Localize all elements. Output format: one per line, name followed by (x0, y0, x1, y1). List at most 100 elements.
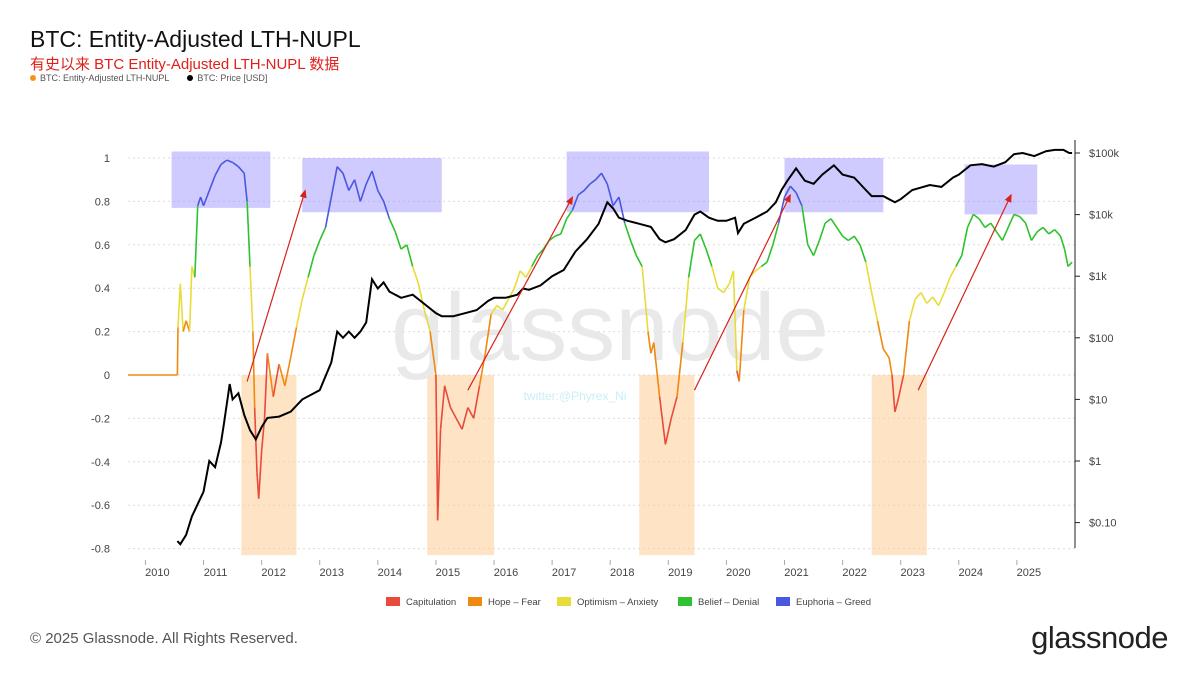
nupl-segment (1063, 248, 1069, 267)
euphoria-zone-box (964, 164, 1038, 215)
nupl-segment (937, 292, 946, 306)
nupl-segment (246, 201, 251, 267)
nupl-segment (394, 231, 402, 250)
nupl-segment (461, 407, 469, 430)
nupl-segment (342, 172, 350, 191)
nupl-segment (847, 235, 855, 242)
nupl-segment (571, 194, 580, 211)
nupl-segment (232, 161, 239, 168)
nupl-segment (289, 327, 298, 358)
nupl-segment (766, 244, 774, 263)
capitulation-zone-box (427, 375, 495, 556)
price-tick-label: $0.10 (1089, 518, 1117, 530)
nupl-segment (978, 218, 986, 228)
nupl-segment (914, 292, 922, 300)
legend-item-optimism[interactable]: Optimism – Anxiety (557, 597, 659, 608)
nupl-segment (859, 244, 867, 263)
nupl-segment (182, 320, 187, 332)
x-tick-label: 2023 (900, 567, 924, 579)
nupl-segment (484, 314, 492, 354)
nupl-segment (623, 222, 632, 241)
x-tick-label: 2021 (784, 567, 808, 579)
nupl-segment (548, 235, 556, 242)
nupl-segment (606, 183, 614, 206)
y-tick-label: 0.8 (95, 196, 110, 208)
top-legend: BTC: Entity-Adjusted LTH-NUPL BTC: Price… (30, 73, 267, 83)
nupl-segment (353, 179, 362, 202)
nupl-segment (699, 233, 707, 250)
nupl-segment (1042, 226, 1050, 235)
trend-arrow (246, 189, 307, 382)
nupl-segment (990, 222, 998, 233)
nupl-segment (554, 233, 562, 237)
legend-item-capitulation[interactable]: Capitulation (386, 597, 456, 608)
nupl-segment (738, 309, 745, 382)
nupl-segment (284, 357, 292, 387)
nupl-segment (801, 205, 809, 245)
legend-item-nupl[interactable]: BTC: Entity-Adjusted LTH-NUPL (30, 73, 169, 83)
x-tick-label: 2014 (378, 567, 402, 579)
legend-item-hope[interactable]: Hope – Fear (468, 597, 541, 608)
nupl-segment (577, 189, 585, 196)
legend-swatch (776, 597, 790, 606)
nupl-segment (388, 218, 396, 233)
nupl-segment (1030, 231, 1038, 241)
legend-label: BTC: Entity-Adjusted LTH-NUPL (40, 73, 170, 83)
nupl-segment (1007, 214, 1015, 228)
nupl-segment (972, 213, 980, 220)
nupl-segment (658, 396, 667, 445)
nupl-segment (670, 396, 678, 419)
nupl-segment (897, 374, 905, 402)
nupl-segment (589, 179, 597, 185)
handle-watermark: twitter:@Phyrex_Ni (524, 389, 627, 403)
y-tick-label: -0.8 (91, 544, 110, 556)
nupl-segment (502, 298, 510, 311)
nupl-segment (318, 227, 327, 241)
x-tick-label: 2016 (494, 567, 518, 579)
capitulation-zone-box (241, 375, 297, 556)
y-tick-label: 0.4 (95, 283, 110, 295)
legend-item-euphoria[interactable]: Euphoria – Greed (776, 597, 871, 608)
nupl-segment (490, 305, 498, 315)
nupl-segment (693, 233, 701, 241)
nupl-segment (324, 196, 333, 228)
nupl-segment (949, 266, 957, 278)
nupl-segment (472, 385, 481, 419)
nupl-segment (220, 159, 228, 166)
x-tick-label: 2022 (842, 567, 866, 579)
nupl-segment (652, 342, 661, 397)
nupl-segment (307, 255, 315, 278)
price-line (176, 148, 1073, 546)
trend-arrow (917, 193, 1012, 391)
nupl-segment (629, 240, 638, 256)
nupl-segment (1048, 228, 1056, 235)
legend-item-belief[interactable]: Belief – Denial (678, 597, 759, 608)
nupl-segment (772, 222, 780, 246)
nupl-segment (717, 287, 724, 294)
nupl-segment (371, 170, 379, 191)
nupl-segment (807, 244, 815, 257)
nupl-segment (926, 296, 934, 304)
nupl-segment (188, 266, 193, 332)
x-tick-label: 2010 (145, 567, 169, 579)
nupl-segment (365, 170, 373, 185)
nupl-segment (513, 270, 521, 289)
legend-dot-icon (30, 75, 36, 81)
nupl-segment (1059, 235, 1066, 250)
nupl-segment (208, 175, 216, 191)
nupl-segment (266, 353, 275, 397)
nupl-segment (199, 196, 205, 206)
nupl-segment (955, 255, 963, 267)
nupl-segment (1001, 227, 1009, 241)
euphoria-zone-box (171, 151, 271, 208)
nupl-segment (272, 364, 280, 397)
trend-arrow (693, 193, 791, 391)
nupl-segment (202, 190, 211, 207)
nupl-segment (496, 304, 504, 311)
nupl-segment (882, 348, 890, 359)
nupl-segment (525, 266, 533, 278)
legend-item-price[interactable]: BTC: Price [USD] (187, 73, 267, 83)
y-tick-label: 0.6 (95, 240, 110, 252)
nupl-segment (966, 214, 975, 228)
